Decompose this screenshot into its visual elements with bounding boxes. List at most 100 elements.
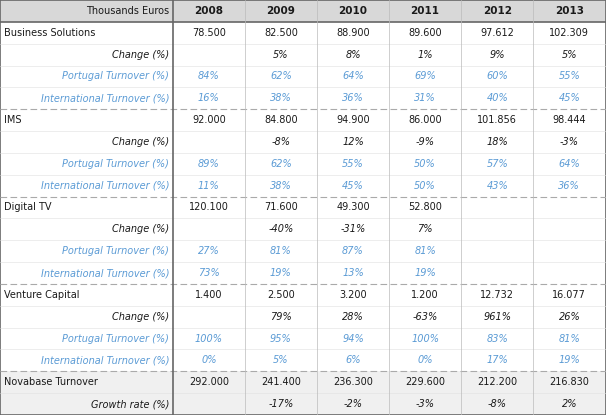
Text: 229.600: 229.600	[405, 377, 445, 387]
Text: 8%: 8%	[345, 50, 361, 60]
Text: 31%: 31%	[415, 93, 436, 103]
Text: 62%: 62%	[270, 159, 291, 169]
Text: 64%: 64%	[559, 159, 580, 169]
Text: 100%: 100%	[195, 334, 223, 344]
Text: 1%: 1%	[418, 50, 433, 60]
Text: 92.000: 92.000	[192, 115, 225, 125]
Text: 216.830: 216.830	[550, 377, 589, 387]
Text: 2008: 2008	[195, 6, 223, 16]
Text: 0%: 0%	[418, 355, 433, 365]
Text: 5%: 5%	[273, 355, 288, 365]
Text: 19%: 19%	[559, 355, 580, 365]
Text: 55%: 55%	[559, 71, 580, 81]
Text: 5%: 5%	[562, 50, 577, 60]
Bar	[0, 44, 606, 66]
Bar	[0, 371, 606, 393]
Text: 89%: 89%	[198, 159, 219, 169]
Text: 83%: 83%	[487, 334, 508, 344]
Text: 69%: 69%	[415, 71, 436, 81]
Bar	[0, 393, 606, 415]
Text: Digital TV: Digital TV	[4, 203, 51, 212]
Text: -8%: -8%	[488, 399, 507, 409]
Text: 97.612: 97.612	[481, 28, 514, 38]
Text: 19%: 19%	[270, 268, 291, 278]
Text: 0%: 0%	[201, 355, 216, 365]
Text: 73%: 73%	[198, 268, 219, 278]
Text: 49.300: 49.300	[336, 203, 370, 212]
Text: 5%: 5%	[273, 50, 288, 60]
Text: 50%: 50%	[415, 159, 436, 169]
Text: 86.000: 86.000	[408, 115, 442, 125]
Text: 120.100: 120.100	[189, 203, 228, 212]
Text: 94.900: 94.900	[336, 115, 370, 125]
Text: 71.600: 71.600	[264, 203, 298, 212]
Text: Business Solutions: Business Solutions	[4, 28, 95, 38]
Text: 36%: 36%	[559, 181, 580, 190]
Bar	[0, 175, 606, 197]
Text: 78.500: 78.500	[192, 28, 225, 38]
Text: 2010: 2010	[339, 6, 367, 16]
Text: 84.800: 84.800	[264, 115, 298, 125]
Bar	[0, 349, 606, 371]
Text: 2%: 2%	[562, 399, 577, 409]
Text: 36%: 36%	[342, 93, 364, 103]
Text: 26%: 26%	[559, 312, 580, 322]
Text: 45%: 45%	[559, 93, 580, 103]
Text: Portugal Turnover (%): Portugal Turnover (%)	[62, 71, 169, 81]
Bar	[0, 262, 606, 284]
Text: 13%: 13%	[342, 268, 364, 278]
Bar	[0, 284, 606, 306]
Text: 82.500: 82.500	[264, 28, 298, 38]
Text: Thousands Euros: Thousands Euros	[86, 6, 169, 16]
Text: 7%: 7%	[418, 225, 433, 234]
Text: 236.300: 236.300	[333, 377, 373, 387]
Text: 81%: 81%	[415, 246, 436, 256]
Text: 19%: 19%	[415, 268, 436, 278]
Text: 241.400: 241.400	[261, 377, 301, 387]
Text: 81%: 81%	[559, 334, 580, 344]
Text: Novabase Turnover: Novabase Turnover	[4, 377, 98, 387]
Text: -17%: -17%	[268, 399, 293, 409]
Text: 100%: 100%	[411, 334, 439, 344]
Text: 2011: 2011	[411, 6, 439, 16]
Text: International Turnover (%): International Turnover (%)	[41, 93, 169, 103]
Text: Venture Capital: Venture Capital	[4, 290, 79, 300]
Text: 961%: 961%	[483, 312, 511, 322]
Text: 60%: 60%	[487, 71, 508, 81]
Text: 38%: 38%	[270, 181, 291, 190]
Text: 28%: 28%	[342, 312, 364, 322]
Bar	[0, 306, 606, 327]
Text: 102.309: 102.309	[550, 28, 589, 38]
Text: 89.600: 89.600	[408, 28, 442, 38]
Text: -31%: -31%	[341, 225, 365, 234]
Bar	[0, 109, 606, 131]
Text: 98.444: 98.444	[553, 115, 586, 125]
Text: -40%: -40%	[268, 225, 293, 234]
Text: 64%: 64%	[342, 71, 364, 81]
Text: 84%: 84%	[198, 71, 219, 81]
Text: 52.800: 52.800	[408, 203, 442, 212]
Text: 50%: 50%	[415, 181, 436, 190]
Text: 79%: 79%	[270, 312, 291, 322]
Text: 2009: 2009	[267, 6, 295, 16]
Text: Growth rate (%): Growth rate (%)	[91, 399, 169, 409]
Text: 88.900: 88.900	[336, 28, 370, 38]
Text: 38%: 38%	[270, 93, 291, 103]
Text: 101.856: 101.856	[478, 115, 517, 125]
Text: 87%: 87%	[342, 246, 364, 256]
Text: -8%: -8%	[271, 137, 290, 147]
Text: -3%: -3%	[416, 399, 435, 409]
Text: 2012: 2012	[483, 6, 511, 16]
Bar	[0, 88, 606, 109]
Text: 12%: 12%	[342, 137, 364, 147]
Text: 81%: 81%	[270, 246, 291, 256]
Text: 212.200: 212.200	[477, 377, 518, 387]
Text: 2013: 2013	[555, 6, 584, 16]
Text: 11%: 11%	[198, 181, 219, 190]
Text: 57%: 57%	[487, 159, 508, 169]
Text: -63%: -63%	[413, 312, 438, 322]
Text: International Turnover (%): International Turnover (%)	[41, 268, 169, 278]
Text: International Turnover (%): International Turnover (%)	[41, 355, 169, 365]
Text: Change (%): Change (%)	[112, 50, 169, 60]
Text: 6%: 6%	[345, 355, 361, 365]
